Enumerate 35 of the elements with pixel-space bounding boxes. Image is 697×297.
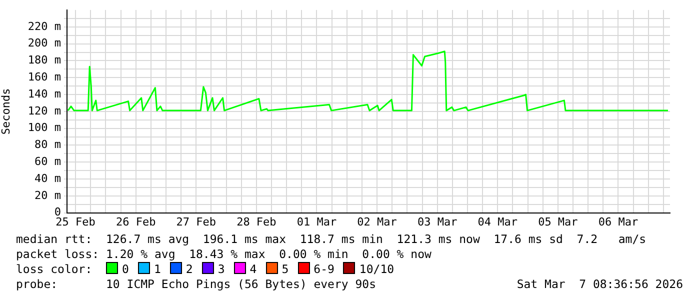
- x-tick-label: 04 Mar: [478, 215, 518, 228]
- legend-title: loss color:: [16, 262, 94, 276]
- y-axis-title: Seconds: [0, 88, 12, 135]
- y-tick-label: 200 m: [28, 36, 62, 50]
- x-tick-label: 28 Feb: [236, 215, 276, 228]
- legend-label: 1: [152, 262, 161, 276]
- y-tick-label: 100 m: [28, 121, 62, 134]
- y-tick-label: 180 m: [28, 54, 62, 67]
- y-tick-label: 220 m: [28, 20, 62, 33]
- y-tick-label: 40 m: [34, 172, 62, 185]
- legend-label: 2: [184, 262, 193, 276]
- x-tick-label: 05 Mar: [538, 215, 578, 228]
- x-tick-label: 02 Mar: [357, 215, 398, 228]
- legend-label: 3: [216, 262, 225, 276]
- legend-label: 6-9: [312, 262, 334, 276]
- legend-label: 10/10: [358, 262, 394, 276]
- x-tick-label: 06 Mar: [598, 215, 638, 228]
- text: Sat Mar 7 08:36:56 2026: [516, 277, 683, 291]
- legend-label: 4: [248, 262, 257, 276]
- y-tick-label: 160 m: [28, 70, 62, 84]
- x-tick-label: 27 Feb: [176, 215, 216, 228]
- y-tick-label: 20 m: [34, 188, 62, 202]
- y-tick-label: 140 m: [28, 87, 62, 100]
- y-tick-label: 120 m: [28, 104, 62, 118]
- y-tick-label: 60 m: [34, 154, 62, 168]
- x-tick-label: 26 Feb: [116, 215, 156, 228]
- y-tick-label: 80 m: [34, 138, 62, 152]
- x-tick-label: 01 Mar: [296, 215, 337, 228]
- x-tick-label: 03 Mar: [417, 215, 458, 228]
- text: packet loss: 1.20 % avg 18.43 % max 0.00 % min 0.00 % now: [16, 247, 432, 261]
- x-tick-label: 25 Feb: [56, 215, 96, 228]
- legend-label: 5: [280, 262, 289, 276]
- text: median rtt: 126.7 ms avg 196.1 ms max 118.7 ms min 121.3 ms now 17.6 ms sd 7.2 am/s: [16, 232, 646, 246]
- legend-label: 0: [121, 262, 129, 276]
- text: probe: 10 ICMP Echo Pings (56 Bytes) every 90s: [16, 277, 376, 291]
